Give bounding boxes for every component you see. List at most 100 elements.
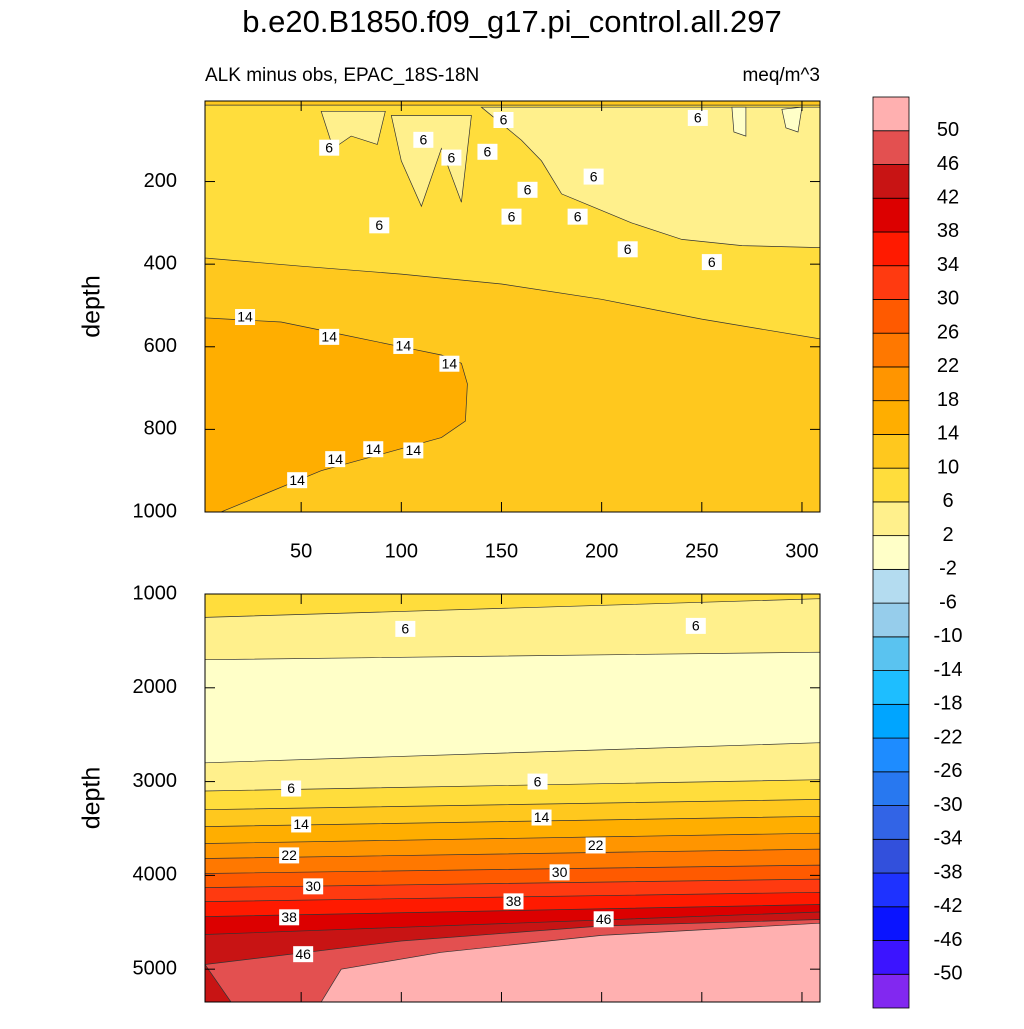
contour-label-bg <box>527 773 548 790</box>
colorbar-label: 6 <box>942 490 953 512</box>
colorbar-swatch <box>872 332 910 368</box>
contour-label: 14 <box>289 472 305 488</box>
contour-label: 14 <box>406 442 422 458</box>
colorbar-swatch <box>872 400 910 435</box>
contour-label: 6 <box>708 254 716 270</box>
colorbar-swatch <box>872 805 910 840</box>
contour-label-bg <box>293 946 314 963</box>
plot-frame <box>204 593 821 1003</box>
colorbar-swatch <box>872 703 910 739</box>
colorbar-swatch <box>872 231 910 267</box>
contour-label: 6 <box>484 144 492 160</box>
contour-label-bg <box>369 217 390 234</box>
colorbar-label: 26 <box>937 321 959 343</box>
contour-label-bg <box>585 837 606 854</box>
plot-frame <box>204 100 821 513</box>
contour-label-bg <box>567 208 588 225</box>
colorbar-swatch <box>872 265 910 300</box>
colorbar-label: -46 <box>934 929 963 951</box>
x-tick-label: 200 <box>585 540 618 562</box>
contour-label: 14 <box>396 338 412 354</box>
contour-label-bg <box>393 337 414 354</box>
y-axis-label: depth <box>78 275 106 338</box>
contour-label-bg <box>517 181 538 198</box>
contour-label: 6 <box>325 139 333 155</box>
contour-label: 6 <box>375 217 383 233</box>
contour-label-bg <box>493 112 514 129</box>
contour-label: 6 <box>574 208 582 224</box>
contour-label-bg <box>701 254 722 271</box>
y-axis-label: depth <box>78 767 106 830</box>
contour-label: 46 <box>596 911 612 927</box>
contour-label: 38 <box>281 909 297 925</box>
contour-label-bg <box>685 617 706 634</box>
colorbar-label: -18 <box>934 693 963 715</box>
colorbar-swatch <box>872 838 910 874</box>
colorbar-label: 50 <box>937 119 959 141</box>
colorbar-label: -42 <box>934 895 963 917</box>
contour-label-bg <box>439 355 460 372</box>
colorbar-swatch <box>872 501 910 537</box>
contour-label: 6 <box>287 780 295 796</box>
contour-label-bg <box>279 847 300 864</box>
contour-region <box>320 922 820 1002</box>
contour-label: 6 <box>694 110 702 126</box>
contour-label-bg <box>235 309 256 326</box>
colorbar-swatch <box>872 973 910 1009</box>
contour-label-bg <box>549 864 570 881</box>
contour-label: 6 <box>508 208 516 224</box>
contour-label-bg <box>617 241 638 258</box>
colorbar-swatch <box>872 130 910 165</box>
contour-label-bg <box>395 620 416 637</box>
colorbar-swatch <box>872 434 910 469</box>
colorbar-swatch <box>872 535 910 570</box>
colorbar-label: 22 <box>937 355 959 377</box>
y-tick-label: 1000 <box>133 582 178 604</box>
contour-label: 14 <box>327 451 343 467</box>
colorbar-label: 46 <box>937 153 959 175</box>
contour-label-bg <box>441 149 462 166</box>
colorbar-label: -38 <box>934 861 963 883</box>
colorbar-label: 42 <box>937 187 959 209</box>
x-tick-label: 250 <box>685 540 718 562</box>
colorbar-label: -6 <box>939 591 957 613</box>
contour-label-bg <box>531 809 552 826</box>
colorbar-swatch <box>872 197 910 233</box>
contour-label: 30 <box>305 878 321 894</box>
contour-label-bg <box>593 911 614 928</box>
colorbar-swatch <box>872 568 910 604</box>
contour-region <box>781 106 803 133</box>
colorbar-swatch <box>872 366 910 402</box>
contour-region <box>731 106 747 137</box>
colorbar-label: 10 <box>937 456 959 478</box>
contour-label: 6 <box>401 621 409 637</box>
contour-label: 46 <box>295 946 311 962</box>
colorbar-label: -14 <box>934 659 963 681</box>
colorbar-swatch <box>872 771 910 806</box>
contour-label: 6 <box>590 168 598 184</box>
x-tick-label: 300 <box>785 540 818 562</box>
contour-label-bg <box>281 780 302 797</box>
plot-area: 6 6 6 6 14 14 22 22 30 30 38 38 46 46 <box>205 594 820 1002</box>
colorbar-label: 38 <box>937 220 959 242</box>
colorbar-swatch <box>872 602 910 638</box>
colorbar-label: -30 <box>934 794 963 816</box>
colorbar-swatch <box>872 467 910 503</box>
colorbar-label: 34 <box>937 254 959 276</box>
contour-label: 14 <box>321 329 337 345</box>
contour-label: 22 <box>281 847 297 863</box>
contour-label: 14 <box>293 816 309 832</box>
contour-label: 6 <box>448 149 456 165</box>
subtitle-right: meq/m^3 <box>742 65 820 86</box>
contour-label-bg <box>501 208 522 225</box>
contour-label-bg <box>583 168 604 185</box>
colorbar-swatch <box>872 299 910 334</box>
y-tick-label: 2000 <box>133 676 178 698</box>
contour-label-bg <box>477 143 498 160</box>
y-tick-label: 1000 <box>133 500 178 522</box>
contour-label: 6 <box>534 773 542 789</box>
chart-title: b.e20.B1850.f09_g17.pi_control.all.297 <box>242 4 782 39</box>
x-tick-label: 100 <box>385 540 418 562</box>
contour-label-bg <box>403 442 424 459</box>
